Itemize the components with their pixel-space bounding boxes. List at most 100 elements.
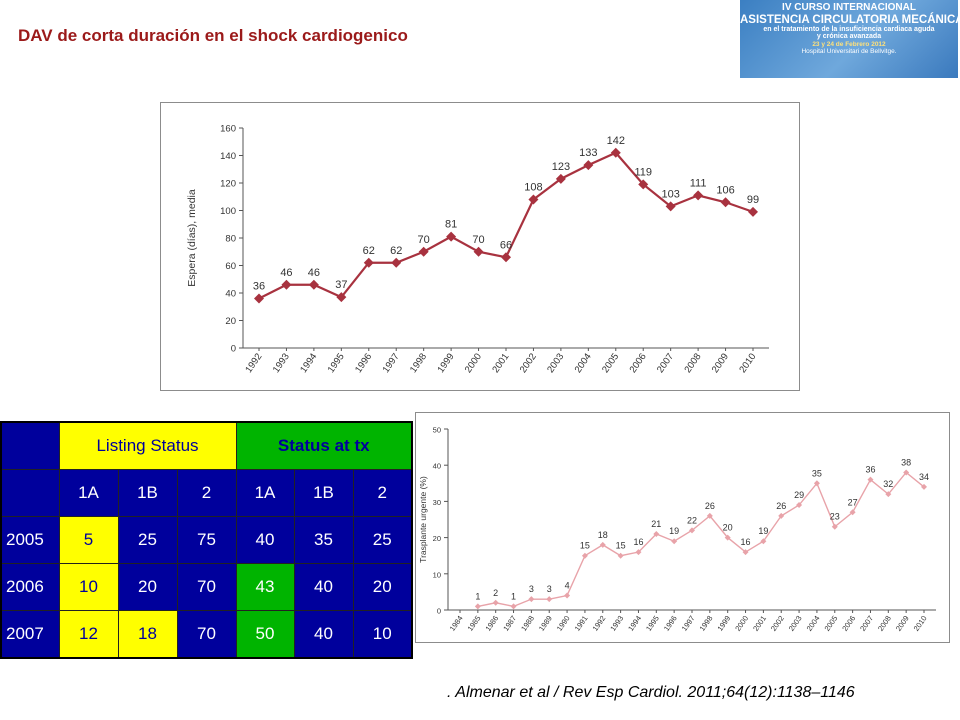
x-tick-label: 1992 xyxy=(590,614,607,633)
x-tick-label: 2001 xyxy=(490,351,511,375)
citation: . Almenar et al / Rev Esp Cardiol. 2011;… xyxy=(447,684,855,701)
data-label: 29 xyxy=(794,490,804,500)
table-cell: 75 xyxy=(176,516,237,564)
x-tick-label: 1999 xyxy=(435,351,456,375)
data-label: 81 xyxy=(445,219,457,231)
data-label: 70 xyxy=(418,234,430,246)
x-tick-label: 2008 xyxy=(682,351,703,375)
data-point xyxy=(638,179,649,190)
data-point xyxy=(867,476,874,483)
table-sub-header: 1B xyxy=(293,469,354,517)
data-point xyxy=(474,603,481,610)
data-point xyxy=(254,293,264,304)
data-label: 3 xyxy=(529,584,534,594)
x-tick-label: 1990 xyxy=(555,614,572,633)
data-label: 19 xyxy=(758,526,768,536)
y-tick-label: 20 xyxy=(225,316,236,327)
slide-title: DAV de corta duración en el shock cardio… xyxy=(18,26,408,45)
x-tick-label: 1993 xyxy=(271,351,292,375)
x-tick-label: 1994 xyxy=(626,614,643,633)
data-point xyxy=(742,549,749,556)
y-tick-label: 50 xyxy=(433,426,441,435)
x-tick-label: 2005 xyxy=(822,614,839,633)
table-cell: 18 xyxy=(117,610,178,659)
table-cell: 10 xyxy=(58,563,119,611)
data-point xyxy=(564,592,571,599)
x-tick-label: 2008 xyxy=(876,614,893,633)
data-label: 27 xyxy=(848,497,858,507)
data-point xyxy=(653,530,660,537)
data-point xyxy=(546,596,553,603)
x-tick-label: 1996 xyxy=(662,614,679,633)
table-sub-header: 1B xyxy=(117,469,178,517)
y-tick-label: 20 xyxy=(433,534,441,543)
table-sub-header-row: 1A 1B 2 1A 1B 2 xyxy=(0,469,413,517)
data-label: 23 xyxy=(830,512,840,522)
table-cell: 70 xyxy=(176,610,237,659)
data-point xyxy=(492,599,499,606)
data-label: 15 xyxy=(580,541,590,551)
y-tick-label: 40 xyxy=(433,462,441,471)
x-tick-label: 1998 xyxy=(698,614,715,633)
data-label: 119 xyxy=(634,166,652,178)
banner-line: 23 y 24 de Febrero 2012 xyxy=(812,41,886,49)
data-point xyxy=(760,538,767,545)
data-label: 35 xyxy=(812,468,822,478)
data-label: 4 xyxy=(565,581,570,591)
y-tick-label: 10 xyxy=(433,570,441,579)
data-label: 36 xyxy=(865,465,875,475)
data-label: 46 xyxy=(280,267,292,279)
x-tick-label: 2001 xyxy=(751,614,768,633)
data-point xyxy=(418,246,429,257)
table-cell: 40 xyxy=(235,516,295,564)
x-tick-label: 1997 xyxy=(381,351,402,375)
table-cell: 12 xyxy=(58,610,119,659)
x-tick-label: 1994 xyxy=(298,351,319,375)
data-point xyxy=(813,480,820,487)
x-tick-label: 1989 xyxy=(537,614,554,633)
x-tick-label: 1991 xyxy=(573,614,590,633)
y-tick-label: 40 xyxy=(225,289,236,300)
data-label: 21 xyxy=(651,519,661,529)
x-tick-label: 1995 xyxy=(644,614,661,633)
x-tick-label: 1993 xyxy=(608,614,625,633)
data-label: 142 xyxy=(607,135,625,147)
x-tick-label: 2010 xyxy=(912,614,929,633)
y-tick-label: 60 xyxy=(225,261,236,272)
data-label: 108 xyxy=(524,182,542,194)
data-point xyxy=(849,509,856,516)
data-label: 22 xyxy=(687,515,697,525)
y-tick-label: 0 xyxy=(231,344,236,355)
x-tick-label: 2000 xyxy=(733,614,750,633)
data-label: 34 xyxy=(919,472,929,482)
data-point xyxy=(510,603,517,610)
table-row: 2006 10 20 70 43 40 20 xyxy=(0,563,413,611)
table-corner-cell xyxy=(0,469,60,517)
data-label: 62 xyxy=(390,245,402,257)
data-point xyxy=(308,279,319,290)
data-label: 62 xyxy=(363,245,375,257)
data-point xyxy=(446,231,457,242)
data-point xyxy=(363,257,374,268)
table-group-header-row: Listing Status Status at tx xyxy=(0,421,413,470)
table-cell: 70 xyxy=(176,563,237,611)
x-tick-label: 2007 xyxy=(858,614,875,633)
data-label: 133 xyxy=(579,147,597,159)
listing-status-header: Listing Status xyxy=(58,421,237,470)
table-sub-header: 1A xyxy=(235,469,295,517)
x-tick-label: 2004 xyxy=(805,614,822,633)
x-tick-label: 2002 xyxy=(769,614,786,633)
data-label: 37 xyxy=(335,279,347,291)
x-tick-label: 2010 xyxy=(737,351,758,375)
data-label: 16 xyxy=(741,537,751,547)
table-row-year: 2006 xyxy=(0,563,60,611)
data-point xyxy=(748,206,758,217)
y-tick-label: 100 xyxy=(220,206,236,217)
table-row: 2007 12 18 70 50 40 10 xyxy=(0,610,413,659)
data-label: 1 xyxy=(511,591,516,601)
x-tick-label: 1984 xyxy=(448,614,465,633)
x-tick-label: 2003 xyxy=(787,614,804,633)
data-point xyxy=(796,502,803,509)
data-label: 106 xyxy=(716,184,734,196)
data-point xyxy=(581,552,588,559)
